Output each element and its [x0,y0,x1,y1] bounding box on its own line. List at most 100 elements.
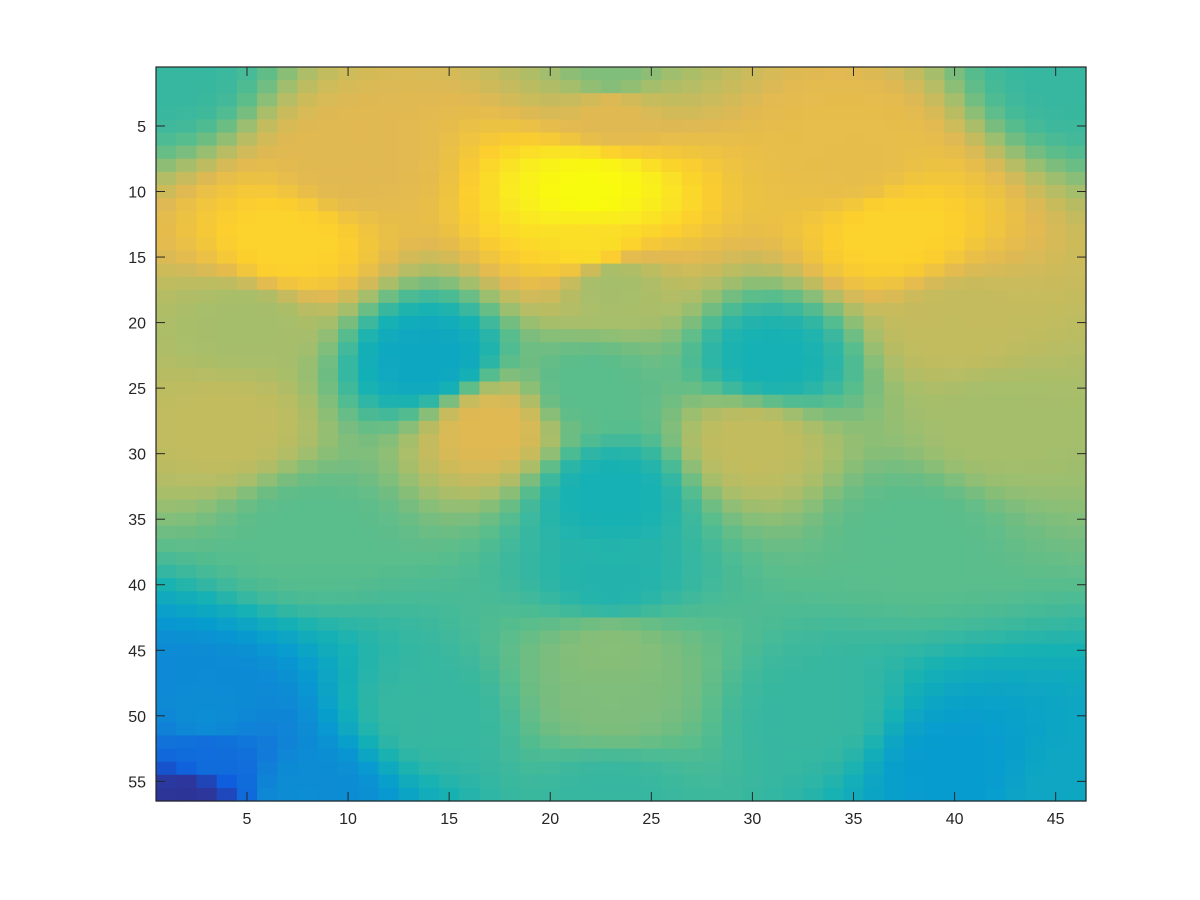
heatmap-cell [823,538,844,553]
heatmap-cell [883,787,905,802]
heatmap-cell [499,525,521,540]
heatmap-cell [843,578,865,592]
heatmap-cell [277,93,299,107]
heatmap-cell [621,643,642,658]
heatmap-cell [479,748,501,763]
heatmap-cell [236,211,258,225]
heatmap-cell [398,696,420,710]
heatmap-cell [1065,119,1087,134]
heatmap-cell [257,460,278,474]
heatmap-cell [176,761,198,776]
heatmap-cell [1045,171,1067,186]
heatmap-cell [863,617,885,632]
heatmap-cell [762,93,784,107]
heatmap-cell [944,355,966,370]
heatmap-cell [1025,80,1047,94]
heatmap-cell [661,774,683,789]
heatmap-cell [156,538,177,553]
heatmap-cell [802,735,824,750]
heatmap-cell [823,106,844,121]
heatmap-cell [681,289,703,304]
heatmap-cell [762,67,784,81]
heatmap-cell [156,158,177,173]
heatmap-cell [236,381,258,396]
heatmap-cell [1025,119,1047,134]
heatmap-cell [722,787,743,802]
heatmap-cell [196,145,218,160]
heatmap-cell [439,184,460,199]
heatmap-cell [378,106,400,121]
heatmap-cell [904,709,925,723]
heatmap-cell [519,407,541,422]
heatmap-cell [156,787,177,802]
heatmap-cell [1005,525,1026,540]
heatmap-cell [843,289,865,304]
heatmap-cell [621,748,642,763]
heatmap-cell [904,617,925,632]
heatmap-cell [540,761,561,776]
heatmap-cell [580,578,602,592]
heatmap-cell [358,211,379,225]
heatmap-cell [904,67,925,81]
heatmap-cell [863,722,885,737]
heatmap-cell [580,394,602,409]
heatmap-cell [1045,250,1067,265]
heatmap-cell [1005,119,1026,134]
heatmap-cell [378,224,400,238]
heatmap-cell [156,656,177,671]
heatmap-cell [439,774,460,789]
heatmap-cell [742,578,764,592]
heatmap-cell [459,158,481,173]
heatmap-cell [277,761,299,776]
heatmap-cell [499,774,521,789]
heatmap-cell [944,643,966,658]
heatmap-cell [398,158,420,173]
heatmap-cell [196,551,218,566]
heatmap-cell [459,302,481,317]
heatmap-cell [621,184,642,199]
heatmap-cell [762,276,784,291]
heatmap-cell [802,93,824,107]
heatmap-cell [459,381,481,396]
heatmap-cell [641,211,663,225]
heatmap-cell [964,578,986,592]
heatmap-cell [863,460,885,474]
heatmap-cell [358,787,379,802]
heatmap-cell [560,276,582,291]
heatmap-cell [802,106,824,121]
heatmap-cell [1005,289,1026,304]
heatmap-cell [257,512,278,527]
heatmap-cell [782,355,804,370]
heatmap-cell [216,630,238,645]
heatmap-cell [944,551,966,566]
heatmap-cell [156,512,177,527]
heatmap-cell [944,184,966,199]
heatmap-cell [641,709,663,723]
heatmap-cell [924,565,946,579]
heatmap-cell [863,329,885,343]
heatmap-cell [337,683,359,697]
heatmap-cell [661,630,683,645]
heatmap-cell [418,211,440,225]
heatmap-cell [277,316,299,330]
heatmap-cell [499,67,521,81]
heatmap-cell [621,211,642,225]
heatmap-cell [621,67,642,81]
heatmap-cell [964,211,986,225]
heatmap-cell [459,669,481,684]
heatmap-cell [479,198,501,212]
heatmap-cell [439,381,460,396]
heatmap-cell [156,263,177,278]
heatmap-cell [843,407,865,422]
heatmap-cell [580,420,602,435]
heatmap-cell [176,565,198,579]
heatmap-cell [964,368,986,383]
heatmap-cell [823,381,844,396]
heatmap-cell [277,302,299,317]
heatmap-cell [1065,565,1087,579]
heatmap-cell [479,735,501,750]
heatmap-cell [1045,709,1067,723]
heatmap-cell [337,211,359,225]
heatmap-cell [984,696,1006,710]
heatmap-cell [984,434,1006,448]
